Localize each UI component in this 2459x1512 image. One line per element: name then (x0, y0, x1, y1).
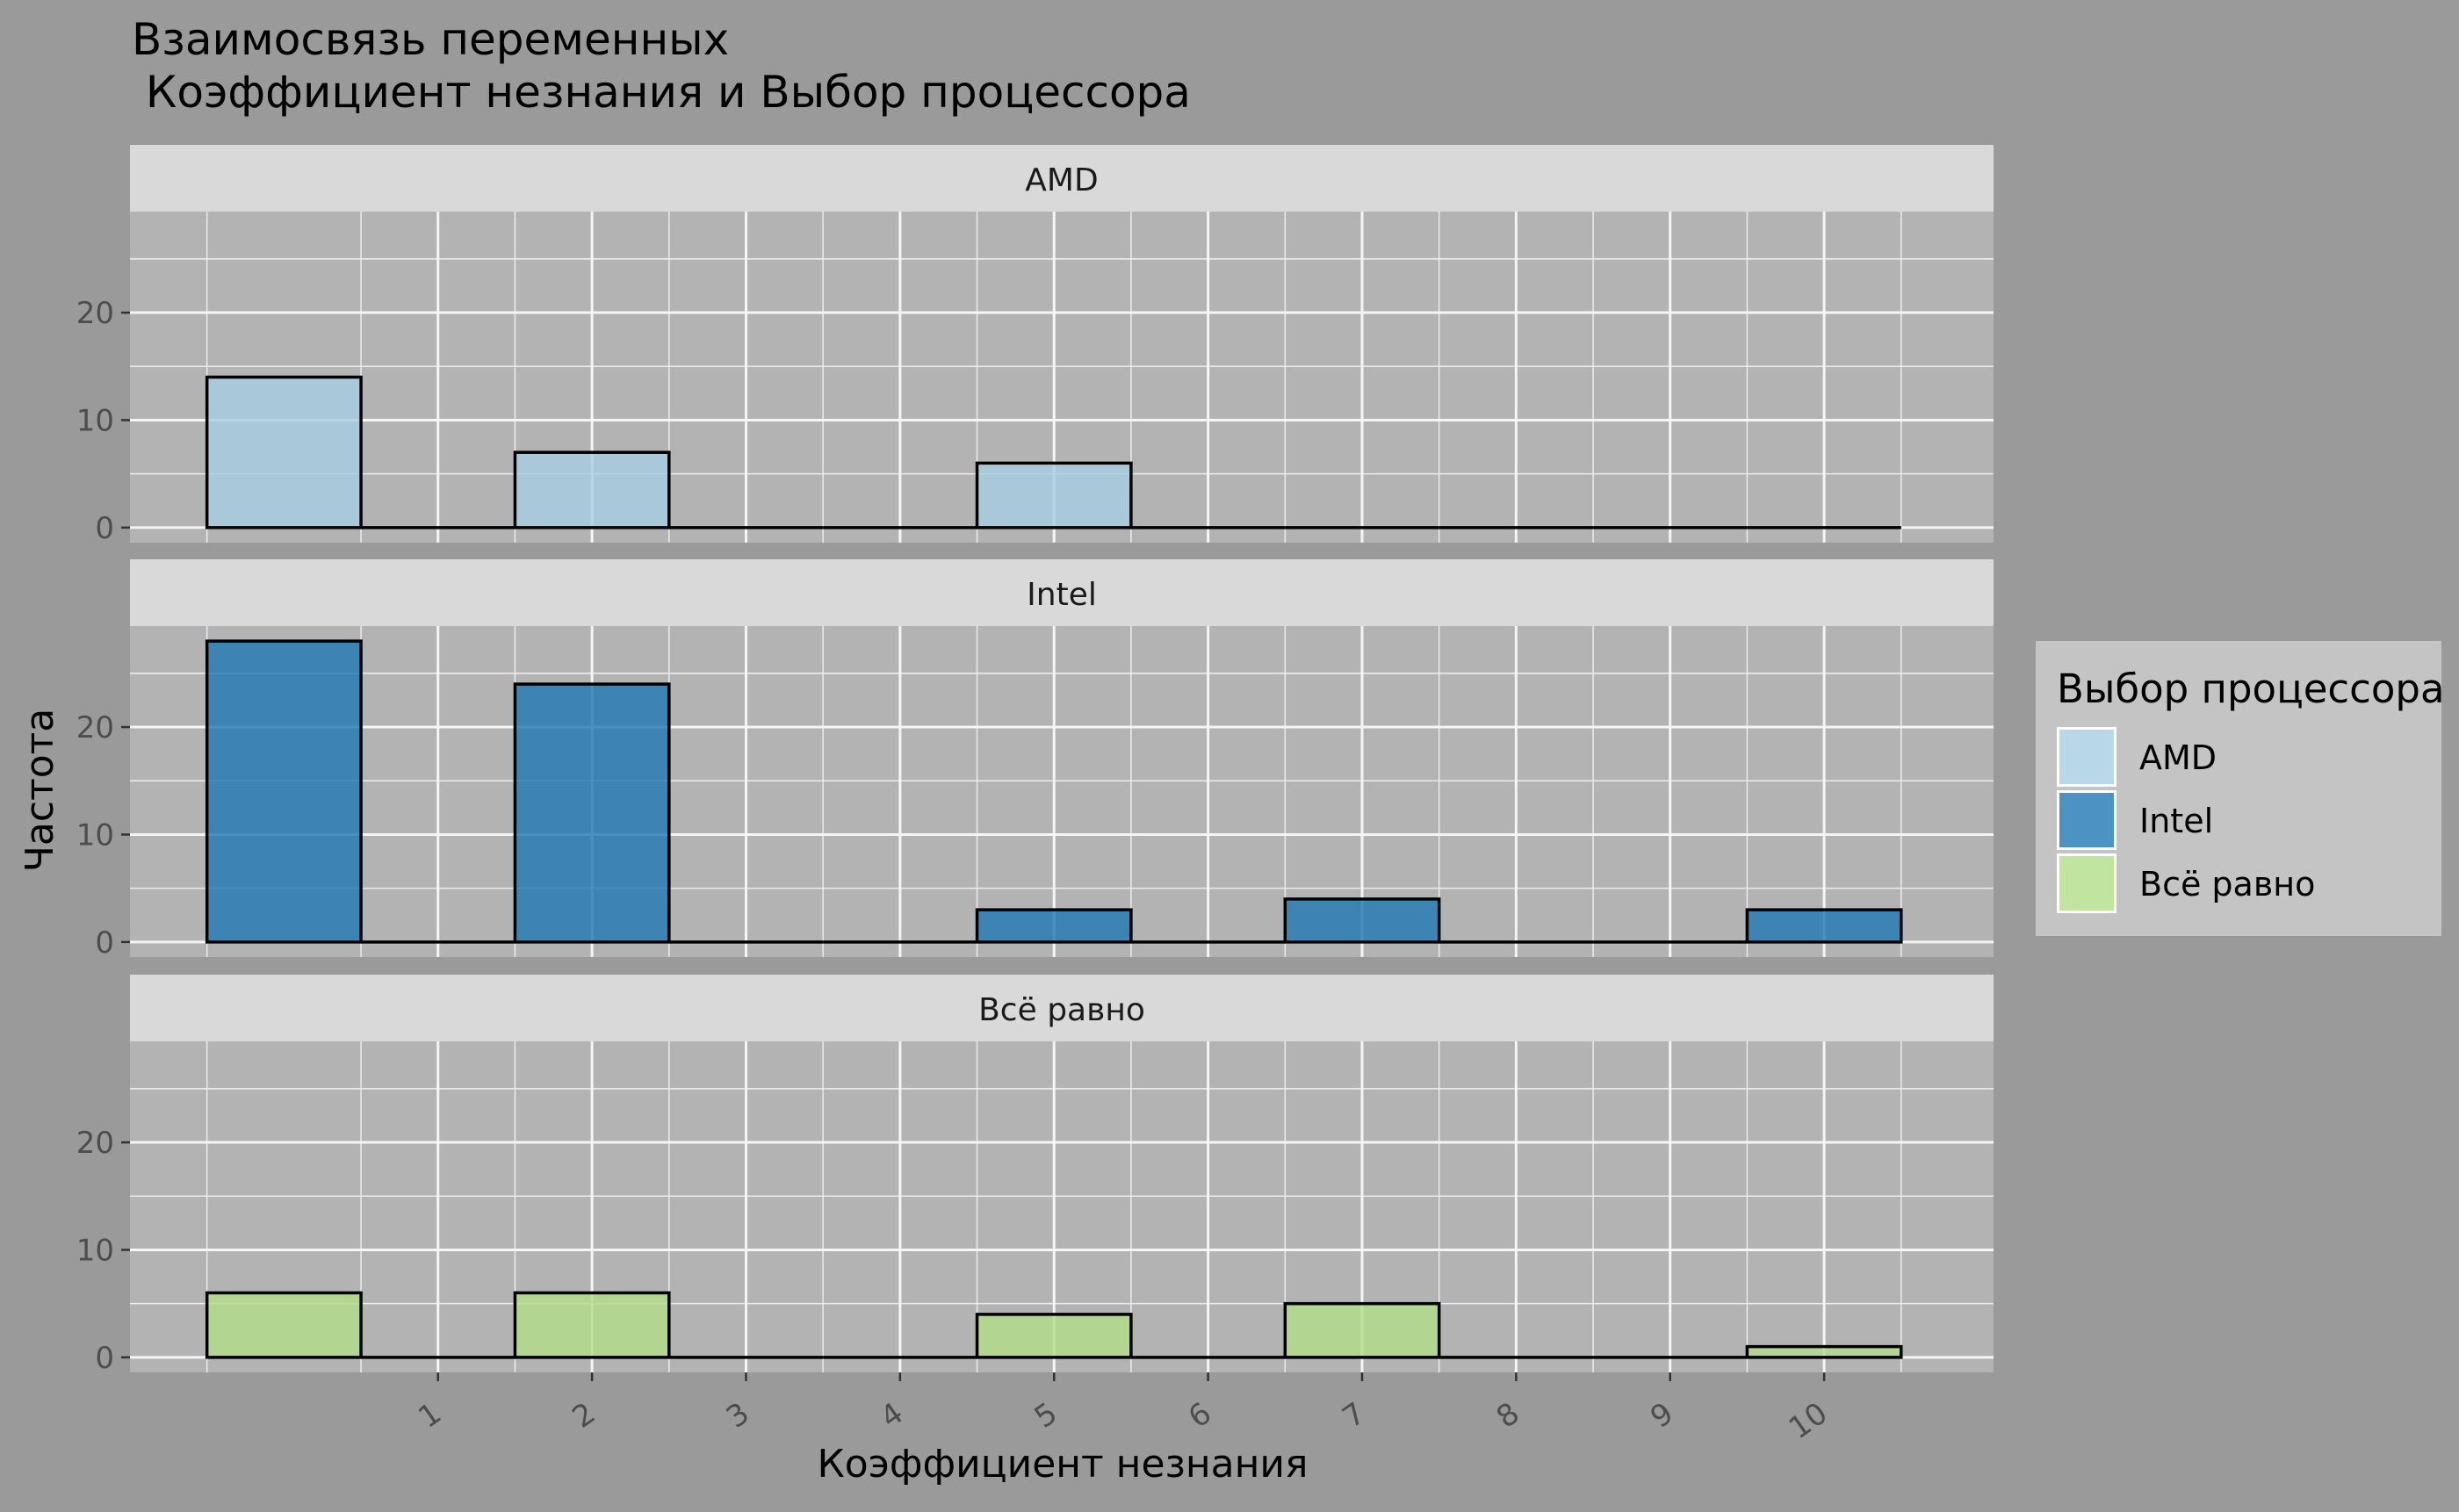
histogram-bar (513, 450, 671, 529)
facet-strip-label: AMD (1025, 162, 1098, 198)
legend-label: Всё равно (2139, 865, 2315, 904)
histogram-bar (205, 639, 363, 944)
legend-title: Выбор процессора (2057, 666, 2445, 712)
y-tick-label: 0 (95, 1341, 114, 1376)
facet-panel: Всё равно 0 10 20 (76, 975, 1994, 1376)
y-tick-label: 10 (76, 403, 114, 438)
legend-key (2059, 730, 2114, 784)
facet-strip-label: Intel (1027, 577, 1097, 613)
facet-strip (130, 559, 1994, 626)
y-tick-label: 20 (76, 1126, 114, 1161)
chart-title-line-1: Взаимосвязь переменных (132, 14, 729, 65)
histogram-bar (1745, 908, 1903, 944)
histogram-bar (1283, 897, 1441, 944)
legend-label: Intel (2139, 802, 2213, 840)
legend-key (2059, 856, 2114, 911)
y-tick-label: 0 (95, 925, 114, 961)
histogram-bar (975, 908, 1133, 944)
y-tick-label: 10 (76, 817, 114, 853)
histogram-bar (205, 375, 363, 529)
histogram-bar (513, 1291, 671, 1359)
histogram-bar (975, 461, 1133, 529)
legend-items: AMD Intel Всё равно (2057, 727, 2315, 913)
facet-strip-label: Всё равно (978, 992, 1145, 1028)
histogram-bar (1283, 1301, 1441, 1359)
facet-panels: AMD 0 10 20 Intel 0 10 20 Всё равно 0 10 20 (76, 145, 1994, 1376)
panel-background (130, 626, 1994, 957)
legend: Выбор процессора AMD Intel Всё равно (2036, 641, 2445, 936)
y-tick-label: 10 (76, 1233, 114, 1268)
y-tick-label: 20 (76, 710, 114, 745)
chart-title-line-2: Коэффициент незнания и Выбор процессора (132, 67, 1191, 118)
histogram-bar (205, 1291, 363, 1359)
y-axis-title: Частота (18, 709, 62, 872)
facet-panel: AMD 0 10 20 (76, 145, 1994, 546)
facet-panel: Intel 0 10 20 (76, 559, 1994, 961)
facet-strip (130, 975, 1994, 1041)
legend-key (2059, 793, 2114, 847)
histogram-bar (1745, 1344, 1903, 1359)
x-axis-title: Коэффициент незнания (818, 1442, 1309, 1487)
histogram-bar (513, 682, 671, 944)
y-tick-label: 20 (76, 296, 114, 331)
facet-strip (130, 145, 1994, 212)
legend-label: AMD (2139, 738, 2217, 777)
histogram-bar (975, 1313, 1133, 1359)
y-tick-label: 0 (95, 511, 114, 546)
